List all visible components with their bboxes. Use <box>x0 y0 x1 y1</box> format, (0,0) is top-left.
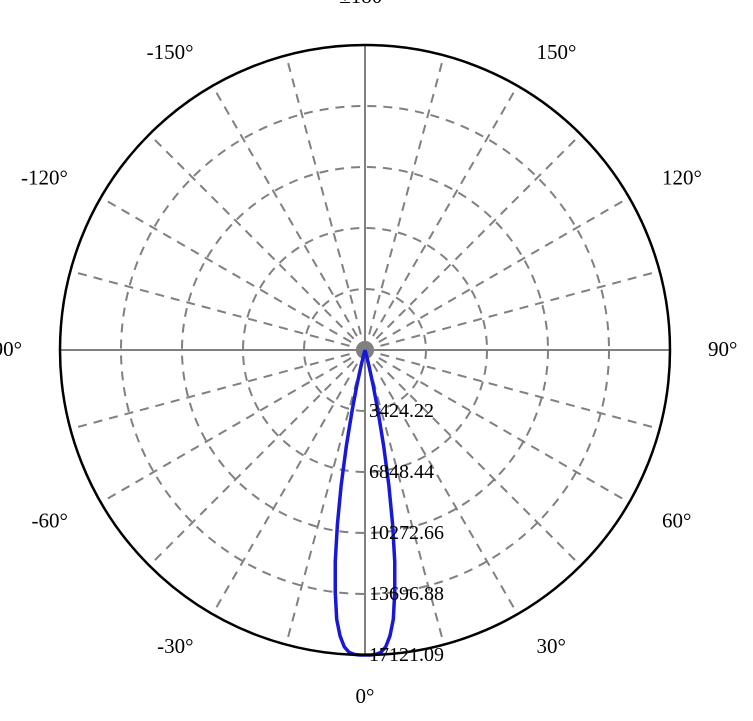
radial-label: 3424.22 <box>369 400 434 422</box>
angle-label: 90° <box>708 337 737 361</box>
angle-label: -30° <box>157 634 193 658</box>
angle-label: -60° <box>32 509 68 533</box>
angle-label: -120° <box>21 166 68 190</box>
radial-label: 13696.88 <box>369 583 444 605</box>
angle-label: 30° <box>537 634 566 658</box>
angle-label: 120° <box>662 166 702 190</box>
radial-label: 10272.66 <box>369 522 444 544</box>
angle-label: 150° <box>537 40 577 64</box>
polar-chart: 0° 30° 60° 90° 120° 150° ±180° -150° -120° -90° -6… <box>0 0 753 721</box>
radial-label: 6848.44 <box>369 461 434 483</box>
angle-label: -150° <box>147 40 194 64</box>
angle-label: 0° <box>356 684 375 708</box>
angle-label: 60° <box>662 509 691 533</box>
radial-label: 17121.09 <box>369 644 444 666</box>
chart-bg <box>0 0 753 721</box>
angle-label: -90° <box>0 337 22 361</box>
angle-label: ±180° <box>339 0 390 8</box>
